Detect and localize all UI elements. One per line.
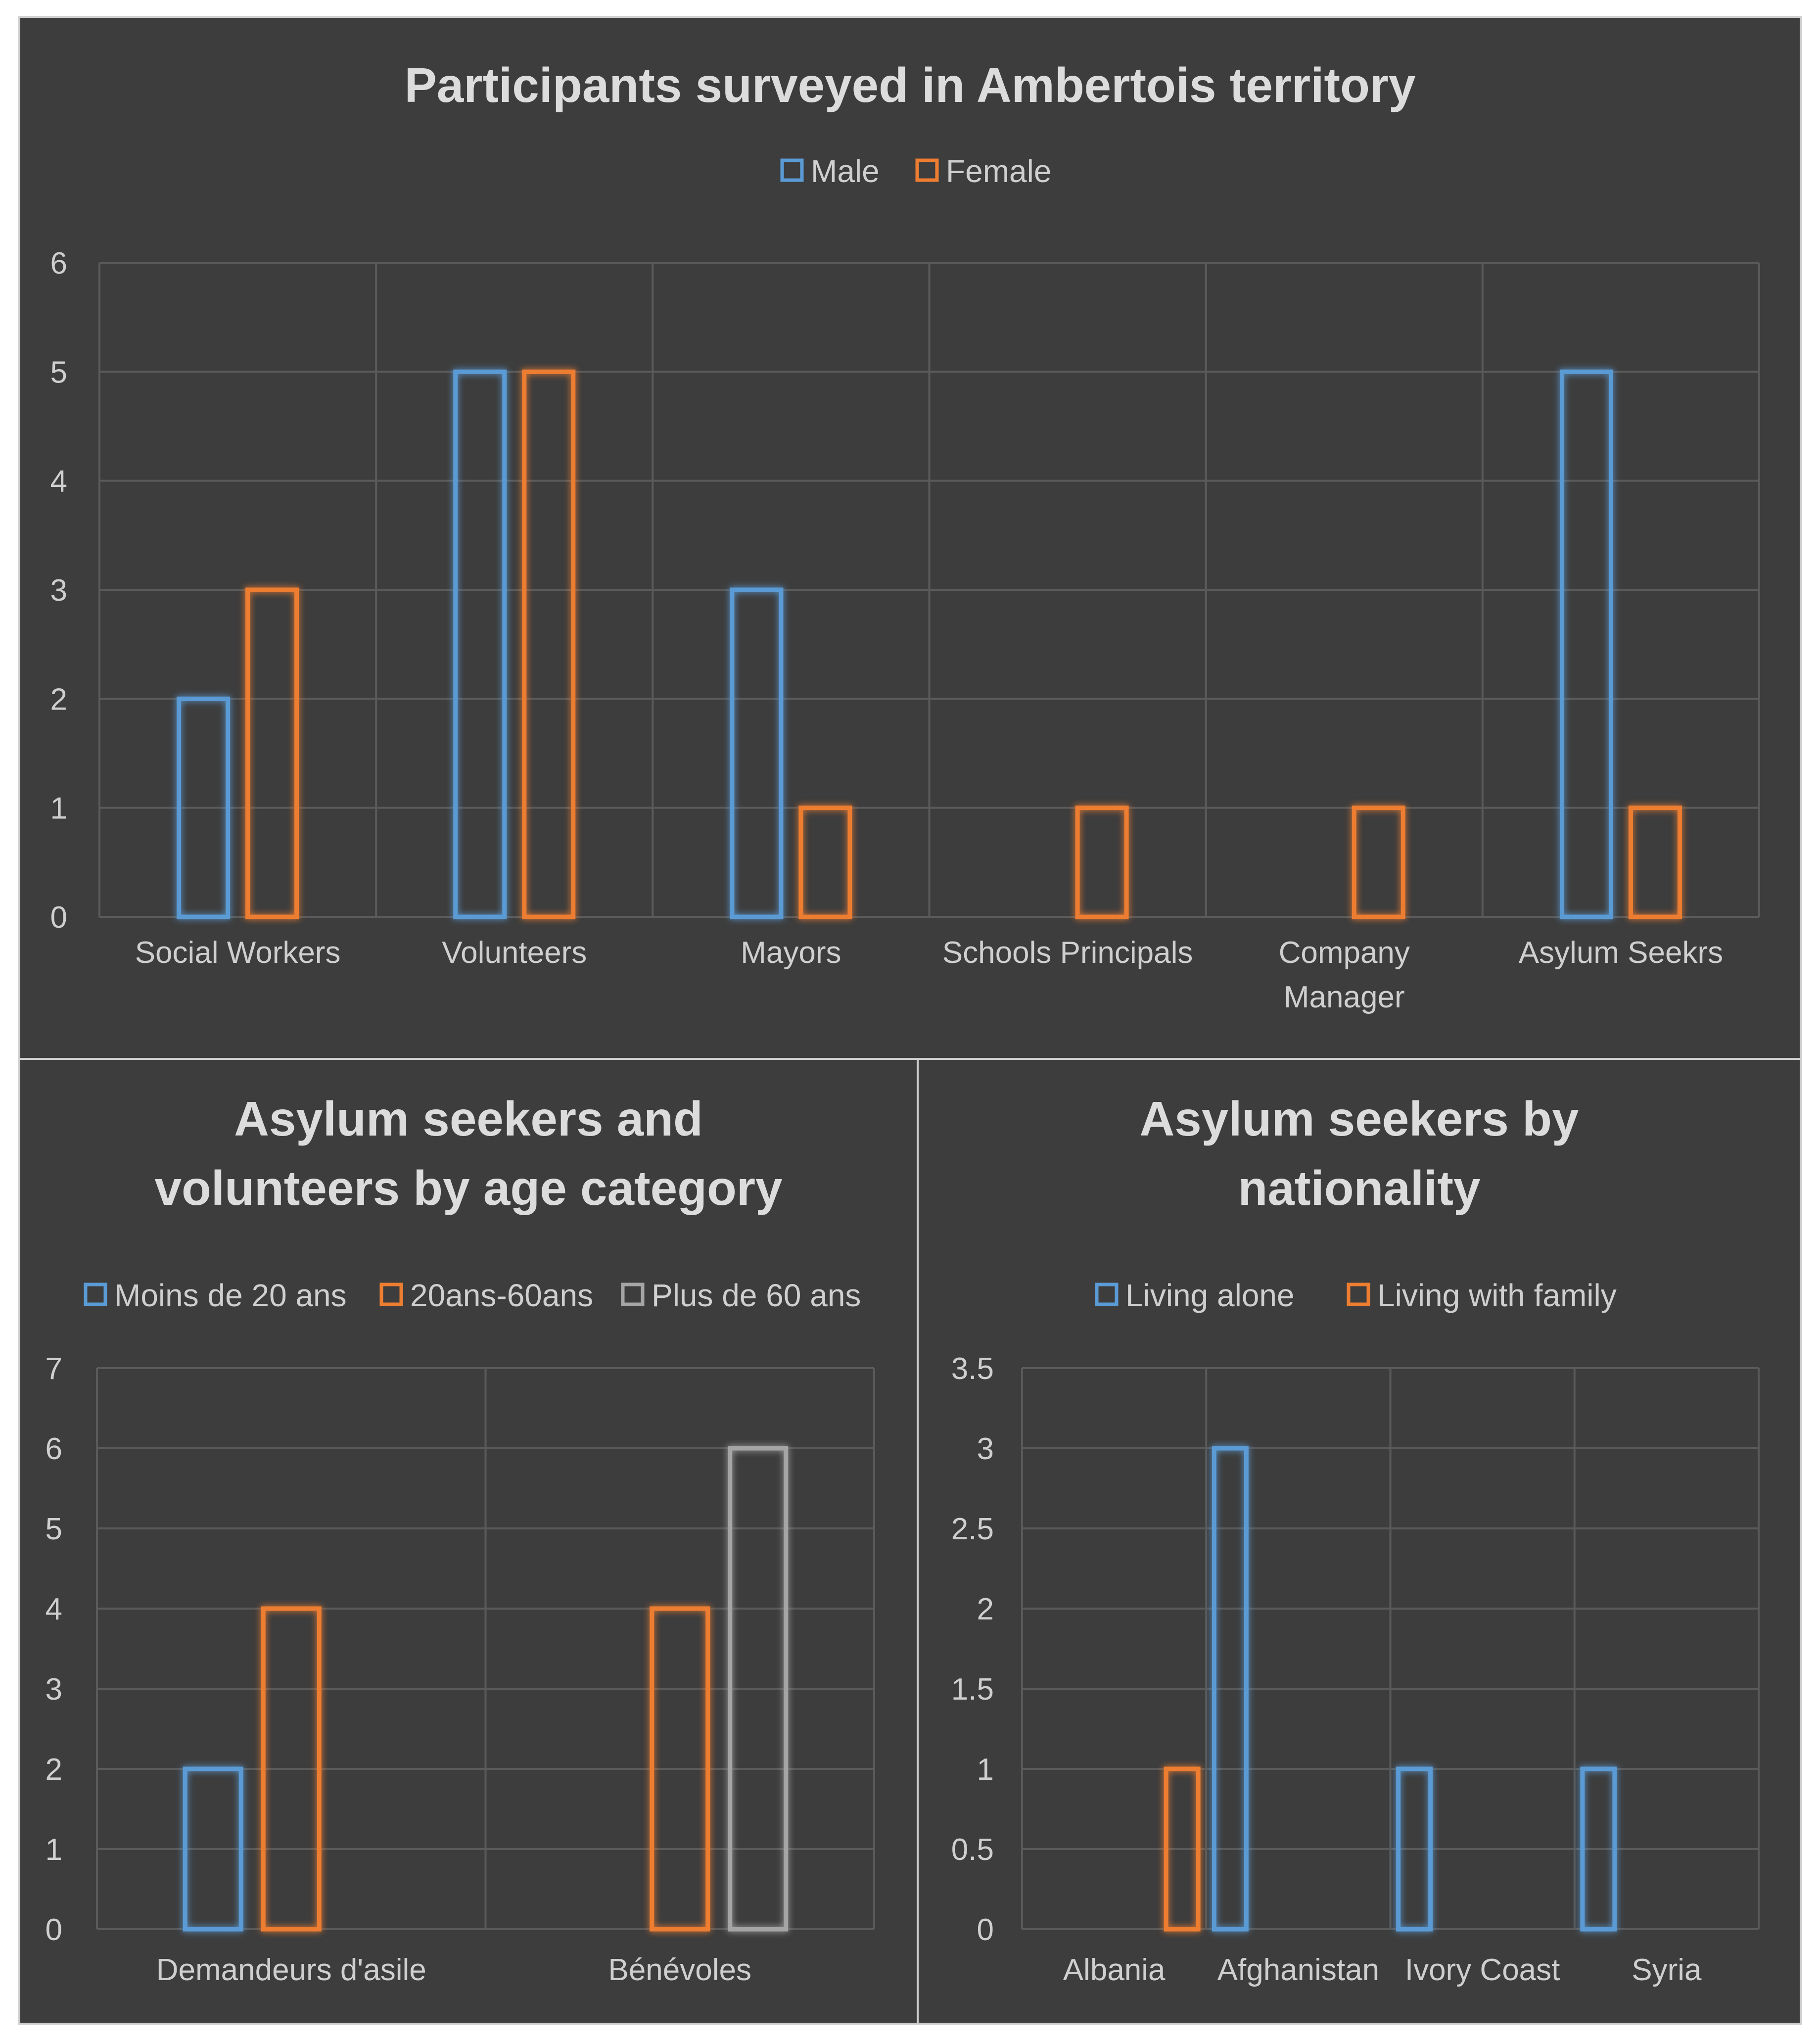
x-category-label: Mayors bbox=[741, 936, 841, 970]
chart-title-line: Asylum seekers and bbox=[234, 1092, 703, 1146]
x-category-label: Company Manager bbox=[1279, 936, 1410, 1014]
y-tick-label: 3.5 bbox=[951, 1352, 994, 1386]
bar-living-alone-afghanistan bbox=[1212, 1446, 1249, 1932]
bar-male-social-workers bbox=[177, 696, 231, 919]
y-tick-label: 0 bbox=[977, 1913, 994, 1947]
bar-female-social-workers bbox=[245, 587, 299, 919]
bar-plus-de-60-ans-benevoles bbox=[728, 1446, 789, 1932]
bar-female-mayors bbox=[798, 806, 852, 919]
bar-male-mayors bbox=[730, 587, 784, 919]
legend-label-female: Female bbox=[946, 153, 1051, 189]
chart-age-category: Asylum seekers and volunteers by age cate… bbox=[18, 1058, 919, 2025]
bar-living-with-family-albania bbox=[1164, 1766, 1201, 1932]
legend-label-male: Male bbox=[811, 153, 880, 189]
y-tick-label: 2 bbox=[46, 1753, 62, 1787]
chart-nationality-svg: Asylum seekers by nationality 0 0.5 1 1.5 2 2.5… bbox=[951, 1092, 1760, 1987]
y-tick-label: 3 bbox=[46, 1672, 62, 1707]
y-tick-label: 5 bbox=[50, 355, 67, 389]
y-tick-label: 2 bbox=[977, 1592, 994, 1626]
legend-swatch-moins-de-20-ans bbox=[84, 1283, 107, 1306]
legend-swatch-living-with-family bbox=[1347, 1283, 1370, 1306]
y-tick-label: 4 bbox=[46, 1592, 62, 1626]
legend-label-living-alone: Living alone bbox=[1125, 1278, 1295, 1313]
y-tick-label: 1 bbox=[46, 1833, 62, 1867]
bar-female-volunteers bbox=[522, 369, 576, 919]
legend-swatch-male bbox=[780, 158, 804, 182]
y-tick-label: 1.5 bbox=[951, 1672, 994, 1707]
bar-male-asylum-seekrs bbox=[1559, 369, 1613, 919]
y-tick-label: 1 bbox=[977, 1753, 994, 1787]
x-category-label: Schools Principals bbox=[942, 936, 1193, 970]
bar-living-alone-syria bbox=[1580, 1766, 1617, 1932]
legend-swatch-20ans-60ans bbox=[379, 1283, 403, 1306]
y-tick-label: 5 bbox=[46, 1512, 62, 1546]
bar-20ans-60ans-demandeurs-d-asile bbox=[261, 1606, 322, 1932]
y-tick-label: 6 bbox=[50, 246, 67, 281]
legend-label-20ans-60ans: 20ans-60ans bbox=[410, 1278, 593, 1313]
legend-label-plus-de-60-ans: Plus de 60 ans bbox=[652, 1278, 861, 1313]
x-category-label: Syria bbox=[1632, 1953, 1702, 1987]
chart-title-line: volunteers by age category bbox=[154, 1161, 782, 1215]
bar-female-asylum-seekrs bbox=[1628, 806, 1682, 919]
x-category-label-part: Manager bbox=[1284, 980, 1405, 1014]
y-tick-label: 1 bbox=[50, 792, 67, 826]
legend-label-living-with-family: Living with family bbox=[1377, 1278, 1617, 1313]
bar-female-company-manager bbox=[1352, 806, 1405, 919]
y-tick-label: 3 bbox=[977, 1432, 994, 1466]
chart-title-line: nationality bbox=[1238, 1161, 1480, 1215]
bar-male-volunteers bbox=[453, 369, 507, 919]
x-category-label: Albania bbox=[1063, 1953, 1166, 1987]
legend-swatch-living-alone bbox=[1095, 1283, 1119, 1306]
y-tick-label: 0 bbox=[50, 901, 67, 935]
x-category-label: Bénévoles bbox=[608, 1953, 751, 1987]
x-category-label: Ivory Coast bbox=[1405, 1953, 1560, 1987]
bar-female-schools-principals bbox=[1075, 806, 1129, 919]
chart-participants: Participants surveyed in Ambertois terri… bbox=[18, 16, 1802, 1060]
x-category-label: Demandeurs d'asile bbox=[156, 1953, 426, 1987]
y-tick-label: 2 bbox=[50, 682, 67, 716]
y-tick-label: 2.5 bbox=[951, 1512, 994, 1546]
chart-participants-svg: Participants surveyed in Ambertois terri… bbox=[50, 58, 1760, 1014]
chart-title-line: Asylum seekers by bbox=[1140, 1092, 1579, 1146]
legend-swatch-female bbox=[915, 158, 939, 182]
legend-swatch-plus-de-60-ans bbox=[621, 1283, 645, 1306]
x-category-label: Volunteers bbox=[442, 936, 587, 970]
y-tick-label: 3 bbox=[50, 573, 67, 608]
x-category-label: Afghanistan bbox=[1217, 1953, 1379, 1987]
chart-title-line: Participants surveyed in Ambertois terri… bbox=[404, 58, 1415, 112]
y-tick-label: 0 bbox=[46, 1913, 62, 1947]
bar-moins-de-20-ans-demandeurs-d-asile bbox=[183, 1766, 243, 1932]
y-tick-label: 7 bbox=[46, 1352, 62, 1386]
y-tick-label: 0.5 bbox=[951, 1833, 994, 1867]
bar-living-alone-ivory-coast bbox=[1396, 1766, 1433, 1932]
x-category-label: Social Workers bbox=[135, 936, 341, 970]
legend-label-moins-de-20-ans: Moins de 20 ans bbox=[114, 1278, 347, 1313]
y-tick-label: 4 bbox=[50, 465, 67, 499]
bar-20ans-60ans-benevoles bbox=[650, 1606, 710, 1932]
x-category-label: Asylum Seekrs bbox=[1519, 936, 1723, 970]
chart-nationality: Asylum seekers by nationality 0 0.5 1 1.5 2 2.5… bbox=[917, 1058, 1802, 2025]
y-tick-label: 6 bbox=[46, 1432, 62, 1466]
x-category-label-part: Company bbox=[1279, 936, 1410, 970]
chart-age-category-svg: Asylum seekers and volunteers by age cate… bbox=[46, 1092, 875, 1987]
